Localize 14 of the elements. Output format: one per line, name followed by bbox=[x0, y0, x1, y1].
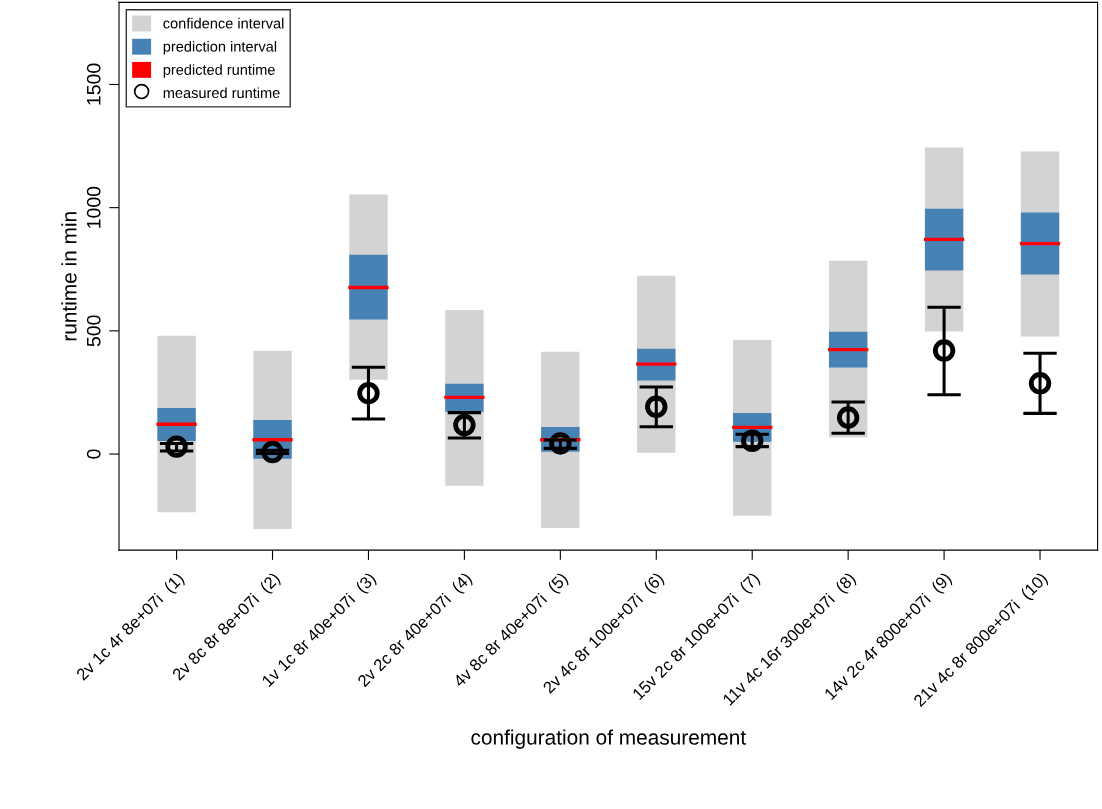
bar bbox=[828, 331, 868, 368]
y-tick-label: 500 bbox=[86, 315, 101, 347]
x-axis-title: configuration of measurement bbox=[471, 729, 746, 749]
y-tick-label: 1500 bbox=[86, 63, 101, 105]
y-tick-label: 1000 bbox=[86, 186, 101, 228]
legend-label: prediction interval bbox=[163, 41, 277, 55]
bar bbox=[349, 254, 388, 320]
legend-label: measured runtime bbox=[163, 87, 280, 99]
legend-label: confidence interval bbox=[163, 17, 284, 29]
bar bbox=[924, 208, 964, 271]
y-axis-title: runtime in min bbox=[61, 212, 77, 341]
bar bbox=[1020, 212, 1060, 275]
legend-label: predicted runtime bbox=[163, 64, 275, 78]
y-tick-label: 0 bbox=[86, 449, 101, 459]
